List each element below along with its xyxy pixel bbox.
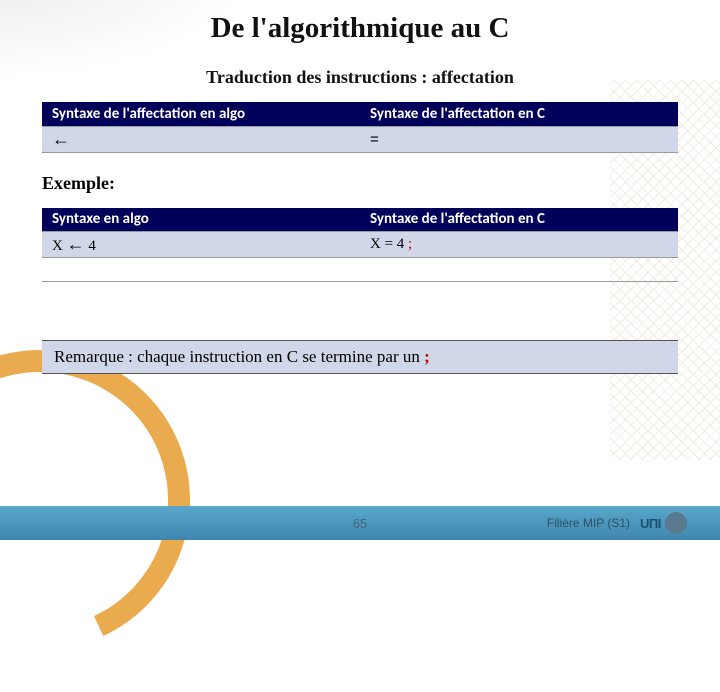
t2-cell-right: X = 4 ; [360, 232, 678, 258]
remark-box: Remarque : chaque instruction en C se te… [42, 340, 678, 374]
t2-header-left: Syntaxe en algo [42, 208, 360, 232]
t1-header-right: Syntaxe de l'affectation en C [360, 102, 678, 126]
t1-cell-left: ← [42, 126, 360, 152]
t1-cell-right: = [360, 126, 678, 152]
syntax-table-1: Syntaxe de l'affectation en algo Syntaxe… [42, 102, 678, 153]
footer-bar: 65 Filière MIP (S1) UΠI [0, 506, 720, 540]
example-label: Exemple: [42, 173, 678, 194]
footer-text: Filière MIP (S1) [547, 516, 630, 530]
t1-header-left: Syntaxe de l'affectation en algo [42, 102, 360, 126]
t2-cell-left: X ← 4 [42, 232, 360, 258]
page-number: 65 [353, 516, 367, 531]
footer-logo: UΠI [640, 510, 710, 536]
syntax-table-2: Syntaxe en algo Syntaxe de l'affectation… [42, 208, 678, 283]
t2-header-right: Syntaxe de l'affectation en C [360, 208, 678, 232]
